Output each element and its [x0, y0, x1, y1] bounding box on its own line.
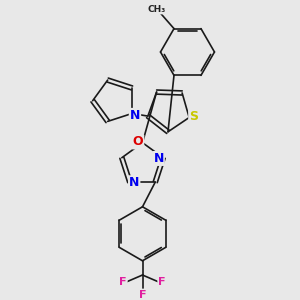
Text: O: O [133, 136, 143, 148]
Text: F: F [139, 290, 146, 299]
Text: S: S [189, 110, 198, 123]
Text: N: N [154, 152, 164, 165]
Text: N: N [130, 109, 140, 122]
Text: F: F [158, 277, 166, 287]
Text: F: F [119, 277, 127, 287]
Text: N: N [129, 176, 140, 189]
Text: CH₃: CH₃ [147, 4, 166, 14]
